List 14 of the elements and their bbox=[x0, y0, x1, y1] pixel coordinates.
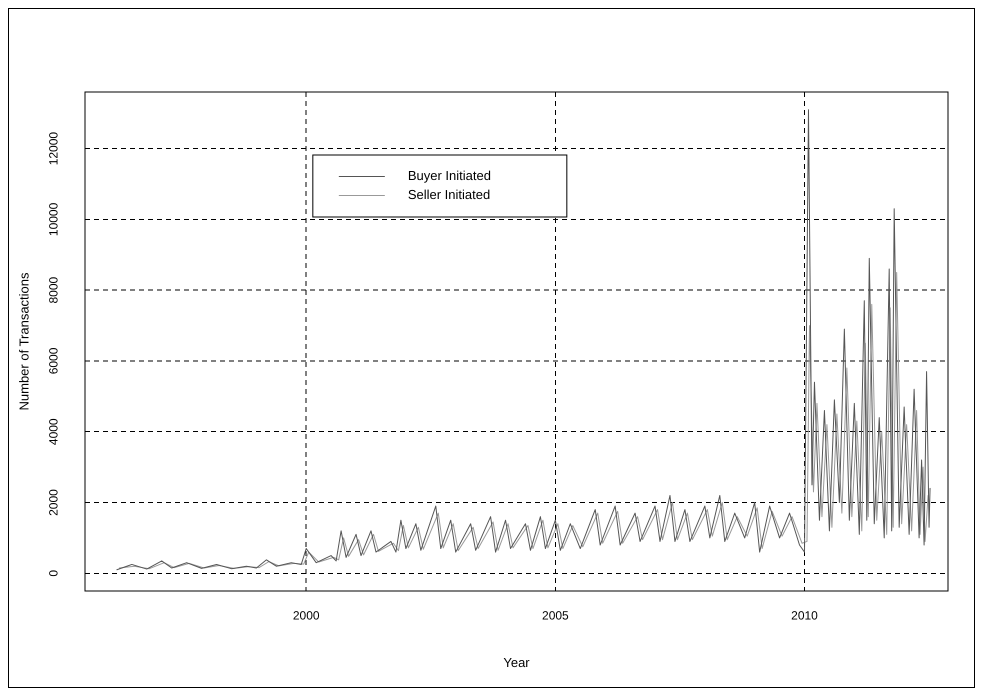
y-tick-label: 12000 bbox=[46, 132, 61, 166]
y-tick-label: 4000 bbox=[46, 418, 61, 446]
x-axis-title: Year bbox=[503, 654, 530, 670]
y-tick-label: 6000 bbox=[46, 347, 61, 374]
y-tick-label: 10000 bbox=[46, 202, 61, 236]
legend-label: Seller Initiated bbox=[408, 187, 490, 202]
x-tick-label: 2000 bbox=[292, 608, 320, 623]
x-tick-label: 2010 bbox=[791, 608, 818, 623]
legend-label: Buyer Initiated bbox=[408, 168, 491, 184]
y-axis-title: Number of Transactions bbox=[16, 272, 32, 411]
y-tick-label: 8000 bbox=[46, 276, 61, 304]
y-tick-label: 2000 bbox=[46, 488, 61, 516]
x-tick-label: 2005 bbox=[542, 608, 570, 623]
y-tick-label: 0 bbox=[46, 570, 61, 577]
